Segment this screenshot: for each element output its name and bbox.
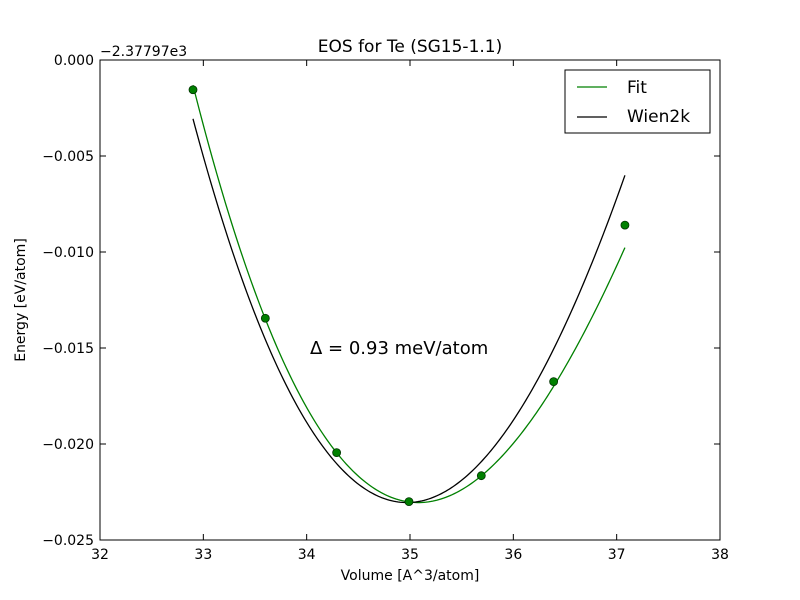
legend: Fit Wien2k	[564, 69, 711, 134]
y-tick-label: 0.000	[54, 53, 94, 69]
delta-annotation: Δ = 0.93 meV/atom	[310, 338, 488, 359]
data-point	[404, 497, 414, 507]
series-line-wien2k	[192, 118, 626, 504]
y-axis: 0.000 −0.005 −0.010 −0.015 −0.020 −0.025	[42, 53, 720, 549]
y-tick-label: −0.015	[42, 341, 94, 357]
y-offset-label: −2.37797e3	[100, 44, 187, 60]
data-point	[549, 377, 559, 387]
x-axis-label: Volume [A^3/atom]	[341, 568, 480, 584]
y-tick-label: −0.005	[42, 149, 94, 165]
x-tick-label: 34	[298, 547, 316, 563]
series-line-fit	[192, 85, 626, 504]
x-tick-label: 32	[91, 547, 109, 563]
x-tick-label: 36	[504, 547, 522, 563]
x-tick-label: 35	[401, 547, 419, 563]
chart-title: EOS for Te (SG15-1.1)	[318, 37, 503, 57]
legend-label-wien2k: Wien2k	[627, 107, 690, 127]
data-point	[476, 471, 486, 481]
y-axis-label: Energy [eV/atom]	[13, 238, 29, 362]
legend-box	[564, 69, 711, 134]
y-tick-label: −0.020	[42, 437, 94, 453]
data-point	[332, 448, 342, 458]
data-point	[260, 313, 270, 323]
data-point	[188, 85, 198, 95]
x-tick-label: 33	[194, 547, 212, 563]
y-tick-label: −0.010	[42, 245, 94, 261]
data-point	[620, 220, 630, 230]
x-axis: 32 33 34 35 36 37 38	[91, 60, 729, 563]
y-tick-label: −0.025	[42, 533, 94, 549]
data-points	[188, 85, 630, 507]
x-tick-label: 37	[608, 547, 626, 563]
legend-label-fit: Fit	[627, 78, 647, 98]
x-tick-label: 38	[711, 547, 729, 563]
series-lines	[192, 85, 626, 504]
